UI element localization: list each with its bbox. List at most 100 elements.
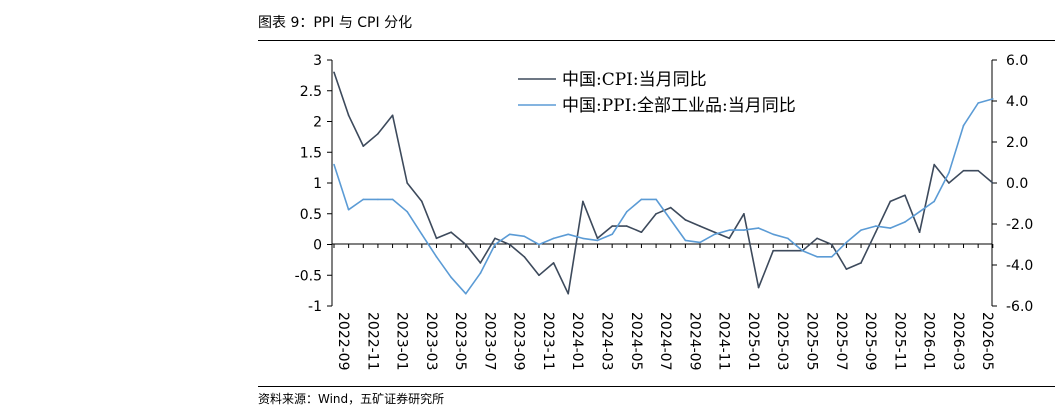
x-tick-label: 2025-03 — [774, 312, 790, 371]
ppi-point — [669, 219, 672, 221]
ppi-point — [962, 124, 965, 127]
x-axis: 2022-09 2022-11 2023-01 2023-03 2023-05 2023-… — [332, 243, 995, 371]
x-tick-label: 2026-05 — [979, 312, 995, 371]
left-tick-label: -1 — [308, 299, 322, 315]
cpi-point — [582, 200, 584, 203]
cpi-point — [406, 182, 409, 184]
x-tick-label: 2025-09 — [862, 312, 878, 371]
cpi-point — [684, 219, 687, 221]
cpi-point — [538, 274, 540, 277]
cpi-point — [918, 231, 921, 233]
cpi-point — [655, 212, 657, 215]
x-tick-label: 2025-11 — [891, 312, 907, 371]
ppi-point — [743, 229, 745, 231]
cpi-point — [962, 169, 965, 172]
x-tick-label: 2026-03 — [950, 312, 966, 371]
ppi-point — [479, 272, 482, 275]
left-y-axis: -1 -0.5 0 0.5 1 1.5 2 2.5 3 — [295, 53, 333, 315]
ppi-point — [362, 198, 365, 201]
right-tick-label: -6.0 — [1006, 299, 1033, 315]
x-tick-label: 2023-03 — [423, 312, 439, 371]
left-tick-label: -0.5 — [295, 268, 322, 284]
ppi-point — [933, 200, 936, 203]
right-tick-label: 6.0 — [1006, 53, 1028, 69]
ppi-point — [801, 249, 804, 252]
ppi-point — [435, 255, 438, 258]
x-tick-label: 2023-07 — [481, 312, 497, 371]
legend-ppi-label: 中国:PPI:全部工业品:当月同比 — [562, 96, 796, 116]
right-tick-label: -2.0 — [1006, 217, 1033, 233]
x-tick-label: 2024-09 — [686, 312, 702, 371]
x-tick-label: 2025-05 — [803, 312, 819, 371]
cpi-point — [772, 249, 774, 252]
ppi-point — [816, 255, 818, 258]
ppi-point — [728, 229, 731, 231]
ppi-point — [421, 233, 423, 236]
ppi-point — [347, 208, 350, 211]
left-tick-label: 0.5 — [300, 207, 322, 223]
x-tick-label: 2025-01 — [745, 312, 761, 371]
x-tick-label: 2023-11 — [540, 312, 556, 371]
series-lines — [333, 71, 994, 295]
x-tick-label: 2024-11 — [716, 312, 732, 371]
cpi-point — [948, 182, 950, 184]
ppi-point — [918, 210, 921, 213]
ppi-point — [992, 98, 994, 100]
ppi-point — [523, 235, 526, 238]
right-tick-label: -4.0 — [1006, 258, 1033, 274]
cpi-point — [450, 231, 452, 233]
ppi-point — [699, 241, 701, 244]
cpi-point — [347, 114, 350, 117]
ppi-point — [904, 221, 906, 223]
ppi-point — [567, 233, 570, 236]
ppi-point — [655, 198, 657, 201]
x-tick-label: 2023-01 — [394, 312, 410, 371]
x-tick-label: 2022-11 — [364, 312, 380, 371]
cpi-point — [787, 249, 789, 252]
x-tick-label: 2022-09 — [335, 312, 351, 371]
cpi-point — [494, 237, 496, 240]
right-tick-label: 2.0 — [1006, 135, 1028, 151]
left-tick-label: 3 — [313, 53, 322, 69]
legend-cpi-label: 中国:CPI:当月同比 — [562, 70, 707, 90]
ppi-point — [538, 243, 540, 246]
ppi-point — [333, 163, 335, 166]
ppi-point — [874, 225, 877, 227]
ppi-point — [977, 102, 979, 104]
ppi-point — [391, 198, 394, 201]
ppi-point — [626, 210, 628, 213]
x-tick-label: 2026-01 — [921, 312, 937, 371]
x-tick-label: 2023-05 — [452, 312, 468, 371]
left-tick-label: 0 — [313, 238, 322, 254]
x-tick-label: 2024-05 — [628, 312, 644, 371]
cpi-point — [860, 262, 862, 264]
ppi-point — [948, 171, 950, 174]
left-tick-label: 1 — [313, 176, 322, 192]
ppi-point — [772, 233, 774, 236]
cpi-point — [464, 243, 467, 246]
cpi-point — [713, 231, 716, 233]
x-tick-label: 2024-07 — [657, 312, 673, 371]
ppi-point — [860, 229, 862, 231]
ppi-point — [582, 237, 584, 240]
cpi-point — [377, 133, 379, 135]
cpi-point — [596, 237, 599, 240]
ppi-series-line — [333, 98, 994, 295]
right-tick-label: 4.0 — [1006, 94, 1028, 110]
ppi-point — [640, 198, 643, 201]
ppi-point — [377, 198, 379, 201]
ppi-point — [757, 227, 760, 229]
cpi-point — [699, 225, 701, 227]
x-tick-label: 2024-01 — [569, 312, 585, 371]
cpi-point — [816, 237, 818, 240]
ppi-point — [552, 237, 555, 240]
figure-title: 图表 9：PPI 与 CPI 分化 — [258, 15, 413, 31]
cpi-point — [669, 206, 672, 209]
left-tick-label: 2.5 — [300, 84, 322, 100]
cpi-point — [874, 231, 877, 233]
figure-bottom-rule — [258, 386, 1055, 387]
cpi-point — [904, 194, 906, 197]
ppi-point — [889, 227, 892, 229]
right-y-axis: -6.0 -4.0 -2.0 0.0 2.0 4.0 6.0 — [991, 53, 1033, 315]
left-tick-label: 1.5 — [300, 145, 322, 161]
